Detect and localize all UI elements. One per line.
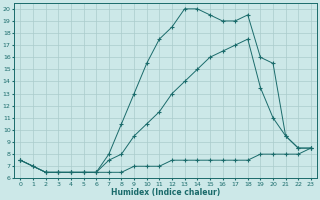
X-axis label: Humidex (Indice chaleur): Humidex (Indice chaleur)	[111, 188, 220, 197]
